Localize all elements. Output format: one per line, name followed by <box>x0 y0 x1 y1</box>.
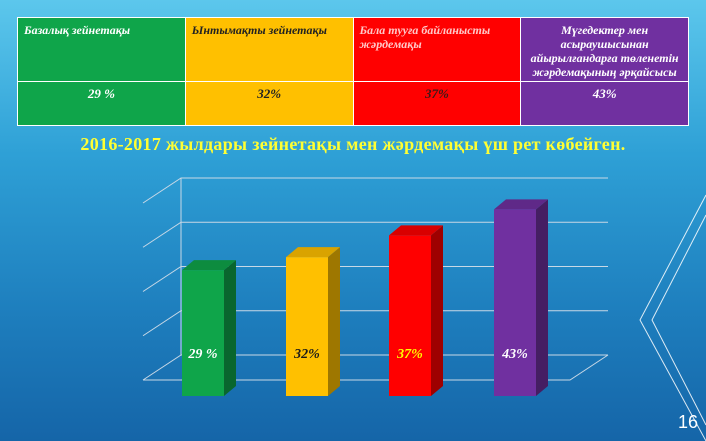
header-basic-pension: Базалық зейнетақы <box>17 17 186 82</box>
info-table: Базалық зейнетақы Ынтымақты зейнетақы Ба… <box>17 17 689 126</box>
decor-chevron-line <box>639 194 706 441</box>
bar-top <box>494 199 548 210</box>
bar-front <box>389 235 431 396</box>
grid-line <box>142 266 608 292</box>
table-header-row: Базалық зейнетақы Ынтымақты зейнетақы Ба… <box>17 17 689 82</box>
grid-line <box>142 354 608 381</box>
grid-line <box>142 221 608 248</box>
bar: 29 % <box>182 260 236 396</box>
bar: 43% <box>494 199 548 396</box>
value-basic-pension: 29 % <box>17 81 186 126</box>
headline: 2016-2017 жылдары зейнетақы мен жәрдемақ… <box>80 134 626 154</box>
decor-chevron-line <box>651 214 706 426</box>
page-number: 16 <box>677 412 698 432</box>
bar-side <box>328 247 340 396</box>
bar-data-label: 43% <box>501 347 528 362</box>
value-childbirth-benefit: 37% <box>352 81 522 126</box>
value-solidarity-pension: 32% <box>184 81 354 126</box>
table-value-row: 29 % 32% 37% 43% <box>17 81 689 126</box>
chart-bars: 29 % 32% 37% 43% <box>182 199 548 396</box>
bar-side <box>536 199 548 396</box>
bar-data-label: 32% <box>293 347 320 362</box>
bar-top <box>286 247 340 258</box>
decorative-lines <box>639 194 706 441</box>
bar-data-label: 37% <box>396 347 423 362</box>
bar-front <box>182 270 224 396</box>
header-disability-benefit: Мүгедектер мен асыраушысынан айырылғанда… <box>520 17 689 82</box>
bar: 32% <box>286 247 340 396</box>
bar-data-label: 29 % <box>187 347 217 362</box>
bar-top <box>389 225 443 236</box>
bar-front <box>286 257 328 396</box>
header-solidarity-pension: Ынтымақты зейнетақы <box>184 17 354 82</box>
header-childbirth-benefit: Бала тууға байланысты жәрдемақы <box>352 17 522 82</box>
bar-side <box>431 225 443 396</box>
grid-line <box>142 310 608 337</box>
bar-front <box>494 209 536 396</box>
grid-line <box>142 177 608 204</box>
bar-top <box>182 260 236 271</box>
bar-side <box>224 260 236 396</box>
value-disability-benefit: 43% <box>520 81 689 126</box>
chart-floor-line <box>143 354 609 381</box>
chart-gridlines <box>142 177 609 381</box>
bar: 37% <box>389 225 443 396</box>
